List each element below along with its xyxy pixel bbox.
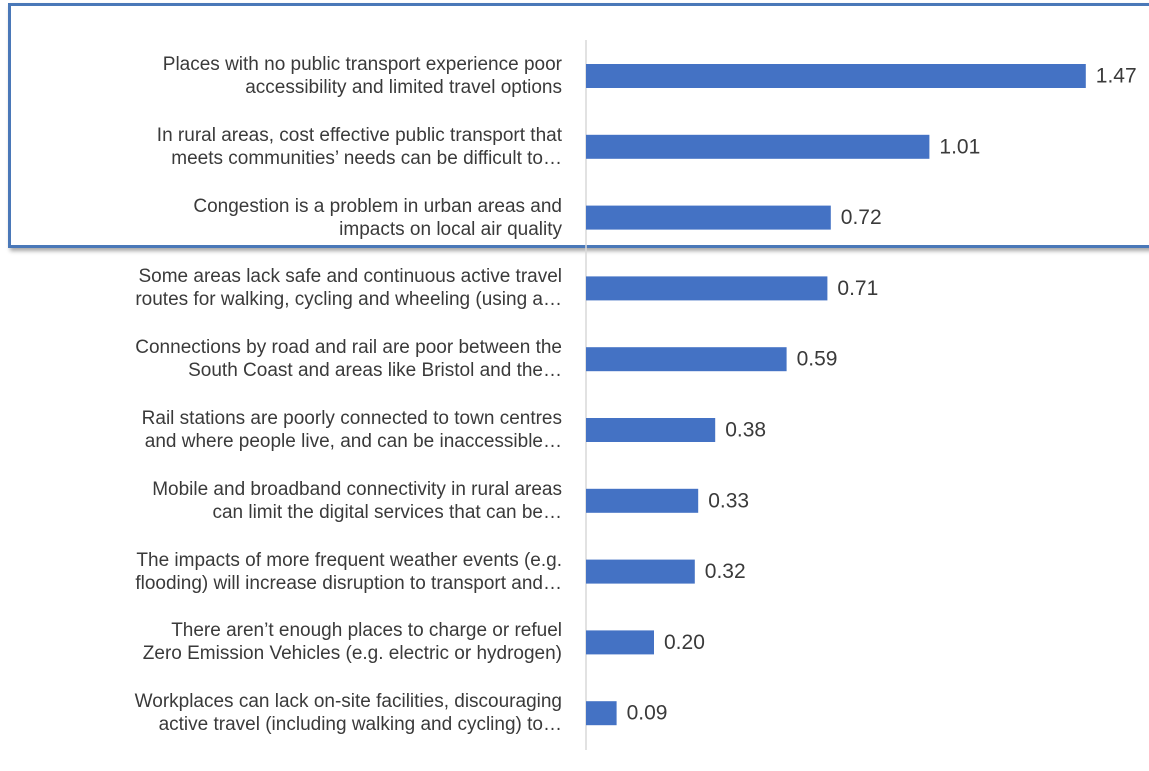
category-label: Some areas lack safe and continuous acti…	[135, 266, 562, 311]
category-label: There aren’t enough places to charge or …	[142, 620, 562, 665]
category-label: Mobile and broadband connectivity in rur…	[152, 478, 562, 523]
category-label: Workplaces can lack on-site facilities, …	[134, 691, 562, 736]
highlight-box	[8, 3, 1149, 248]
value-label: 0.09	[627, 702, 668, 725]
category-label: In rural areas, cost effective public tr…	[156, 124, 562, 169]
bar	[586, 134, 930, 159]
bar	[586, 630, 654, 655]
value-label: 0.72	[841, 206, 882, 229]
value-label: 1.01	[939, 135, 980, 158]
category-label: Connections by road and rail are poor be…	[135, 337, 562, 382]
value-label: 1.47	[1096, 65, 1137, 88]
value-label: 0.38	[725, 419, 766, 442]
bar	[586, 347, 787, 372]
bar	[586, 701, 617, 726]
bar	[586, 205, 831, 230]
category-label: Places with no public transport experien…	[162, 54, 562, 98]
value-label: 0.20	[664, 631, 705, 654]
bar	[586, 559, 695, 584]
value-label: 0.33	[708, 489, 749, 512]
bar	[586, 488, 699, 513]
category-label: Congestion is a problem in urban areas a…	[193, 195, 562, 240]
bar	[586, 276, 828, 301]
value-label: 0.32	[705, 560, 746, 583]
category-label: The impacts of more frequent weather eve…	[135, 549, 562, 594]
bar	[586, 64, 1086, 88]
category-label: Rail stations are poorly connected to to…	[141, 408, 562, 452]
value-label: 0.71	[837, 277, 878, 300]
bar	[586, 418, 716, 442]
value-label: 0.59	[797, 348, 838, 371]
